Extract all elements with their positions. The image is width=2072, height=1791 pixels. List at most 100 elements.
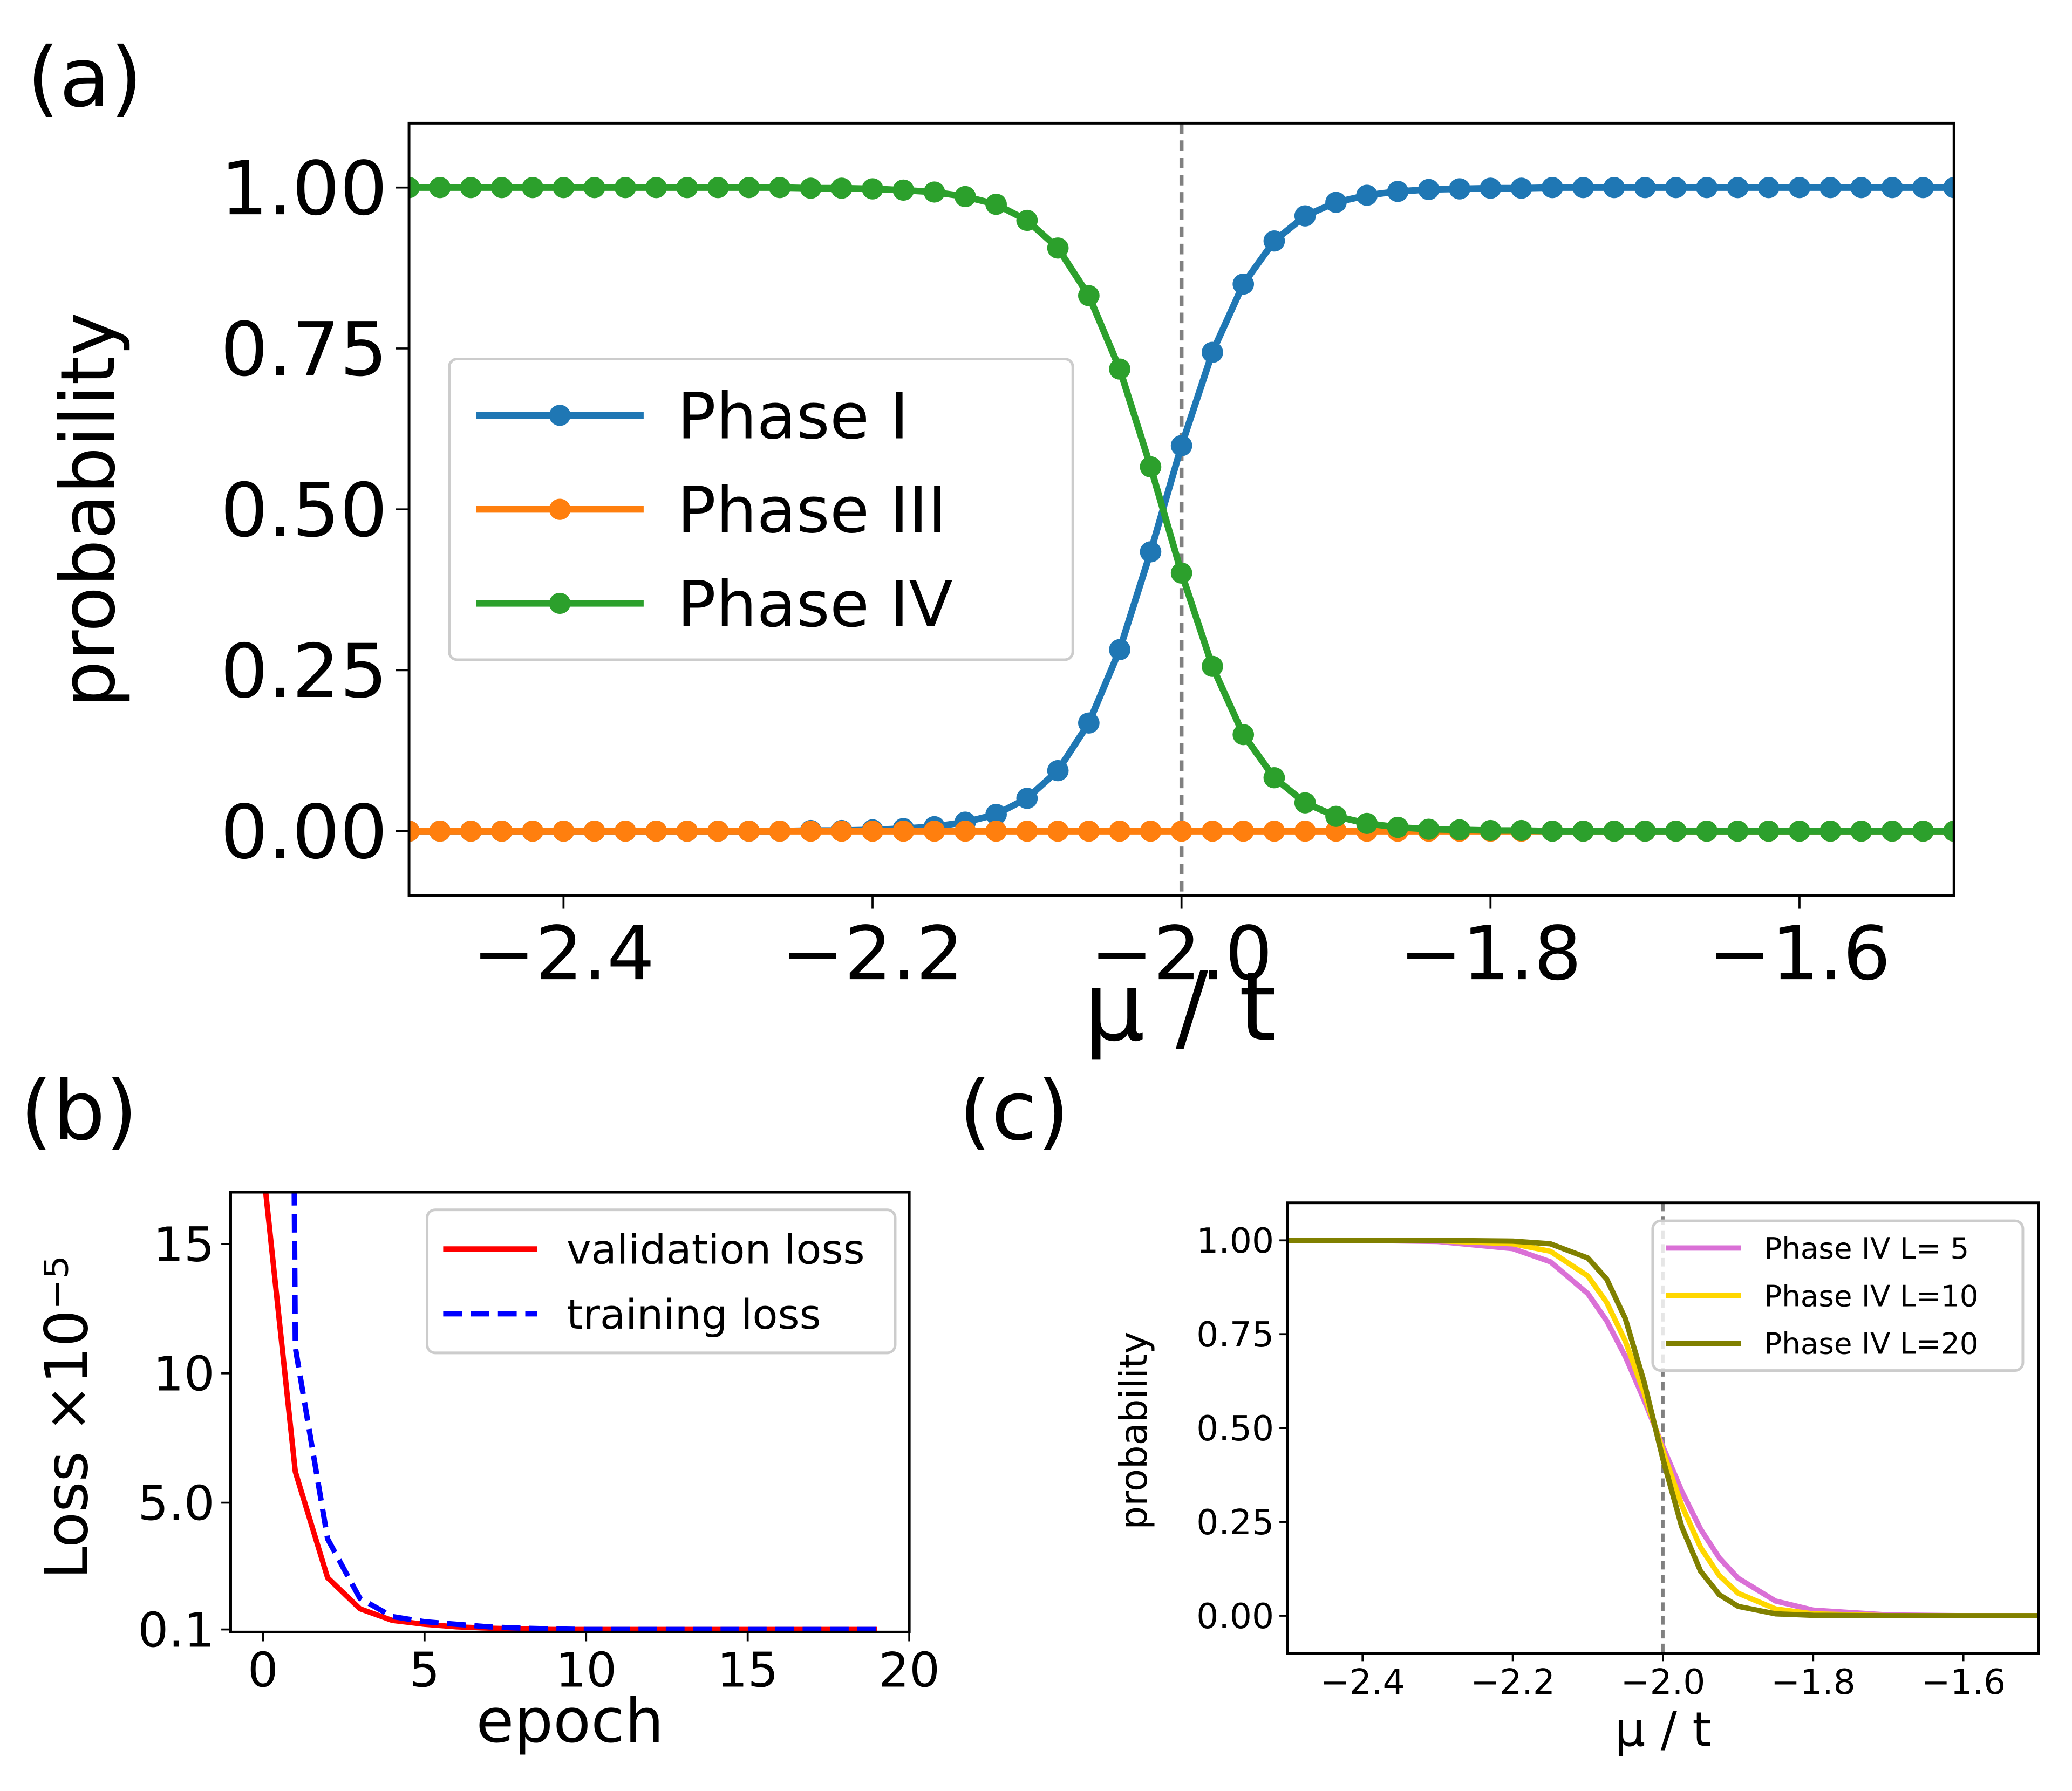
- marker: [1634, 177, 1656, 199]
- marker: [769, 821, 791, 842]
- marker: [676, 177, 698, 199]
- marker: [1850, 177, 1872, 199]
- marker: [1294, 821, 1316, 842]
- marker: [1140, 456, 1162, 478]
- y-tick-label: 0.00: [1196, 1596, 1274, 1637]
- y-axis-label: probability: [1113, 1332, 1156, 1530]
- marker: [738, 177, 760, 199]
- y-tick-label: 0.1: [138, 1602, 214, 1658]
- axes-frame: [1286, 1201, 2040, 1655]
- marker: [1356, 184, 1378, 206]
- x-tick-label: 0: [248, 1642, 278, 1698]
- x-tick-label: −2.2: [781, 911, 964, 997]
- marker: [460, 177, 482, 199]
- marker: [645, 821, 667, 842]
- legend-label: validation loss: [567, 1226, 865, 1274]
- marker: [409, 177, 420, 199]
- marker: [1325, 805, 1347, 827]
- marker: [1912, 821, 1934, 842]
- marker: [1541, 177, 1563, 199]
- legend-marker: [549, 405, 571, 426]
- legend-box: [448, 358, 1074, 661]
- legend: Phase I Phase III Phase IV: [448, 358, 1074, 661]
- marker: [707, 821, 729, 842]
- marker: [862, 821, 883, 842]
- plot-area: [1287, 1202, 2039, 1653]
- x-tick-label: 10: [555, 1642, 617, 1698]
- marker: [1325, 192, 1347, 213]
- marker: [1541, 821, 1563, 842]
- panel: (c) μ / t probability −2.4 −2.2 −2.0 −1.8 −1.6 0…: [959, 1064, 2040, 1757]
- marker: [645, 177, 667, 199]
- legend-marker: [549, 592, 571, 614]
- y-tick-label: 1.00: [1196, 1221, 1274, 1262]
- legend: Phase IV L= 5 Phase IV L=10 Phase IV L=20: [1651, 1219, 2025, 1372]
- marker: [1789, 177, 1810, 199]
- marker: [460, 821, 482, 842]
- marker: [553, 177, 575, 199]
- marker: [409, 821, 420, 842]
- marker: [1850, 821, 1872, 842]
- marker: [1510, 819, 1532, 842]
- marker: [1016, 788, 1038, 809]
- marker: [1294, 792, 1316, 814]
- marker: [954, 821, 976, 842]
- marker: [1417, 179, 1440, 200]
- marker: [1417, 818, 1440, 840]
- marker: [1016, 821, 1038, 842]
- x-axis-label: μ / t: [1614, 1701, 1711, 1757]
- marker: [1943, 177, 1954, 199]
- x-tick-label: 20: [878, 1642, 940, 1698]
- panel-label: (c): [959, 1064, 1069, 1159]
- x-tick-label: −1.8: [1399, 911, 1582, 997]
- legend-label: Phase III: [677, 473, 947, 547]
- x-tick-label: −2.0: [1621, 1662, 1706, 1703]
- marker: [583, 821, 605, 842]
- marker: [1078, 821, 1100, 842]
- marker: [1449, 819, 1470, 840]
- marker: [1294, 205, 1316, 227]
- x-tick-label: 15: [717, 1642, 779, 1698]
- marker: [1696, 177, 1718, 199]
- y-axis-label: probability: [44, 312, 132, 708]
- marker: [1943, 821, 1954, 842]
- marker: [1232, 724, 1255, 746]
- marker: [1572, 177, 1594, 199]
- y-tick-label: 0.00: [220, 789, 387, 876]
- y-tick-label: 0.25: [1196, 1502, 1274, 1543]
- marker: [1078, 712, 1100, 734]
- marker: [1665, 821, 1687, 842]
- legend-box: [1651, 1219, 2025, 1372]
- marker: [1572, 821, 1594, 842]
- marker: [1232, 821, 1255, 842]
- legend-label: training loss: [567, 1291, 821, 1338]
- x-axis-label: epoch: [476, 1686, 664, 1756]
- plot-area: [263, 1192, 877, 1632]
- marker: [490, 177, 513, 199]
- y-tick-label: 10: [153, 1346, 215, 1402]
- marker: [1202, 821, 1223, 842]
- marker: [1696, 821, 1718, 842]
- plot-area: [409, 123, 1954, 896]
- marker: [769, 177, 791, 199]
- axes-frame: [229, 1191, 911, 1633]
- marker: [1789, 821, 1810, 842]
- marker: [1109, 821, 1131, 842]
- marker: [1202, 655, 1223, 677]
- marker: [738, 821, 760, 842]
- marker: [1819, 821, 1842, 842]
- marker: [830, 821, 853, 842]
- x-tick-label: −1.6: [1921, 1662, 2006, 1703]
- legend-label: Phase IV L=20: [1764, 1327, 1978, 1361]
- marker: [553, 821, 575, 842]
- marker: [800, 177, 822, 199]
- legend-label: Phase I: [677, 379, 909, 453]
- marker: [923, 181, 945, 203]
- marker: [1665, 177, 1687, 199]
- marker: [615, 821, 636, 842]
- marker: [1170, 562, 1192, 584]
- panel: (a) μ / t probability −2.4 −2.2 −2.0 −1.8 −1.6 0…: [27, 30, 1955, 1062]
- marker: [1480, 177, 1502, 199]
- marker: [892, 179, 915, 201]
- marker: [1480, 819, 1502, 842]
